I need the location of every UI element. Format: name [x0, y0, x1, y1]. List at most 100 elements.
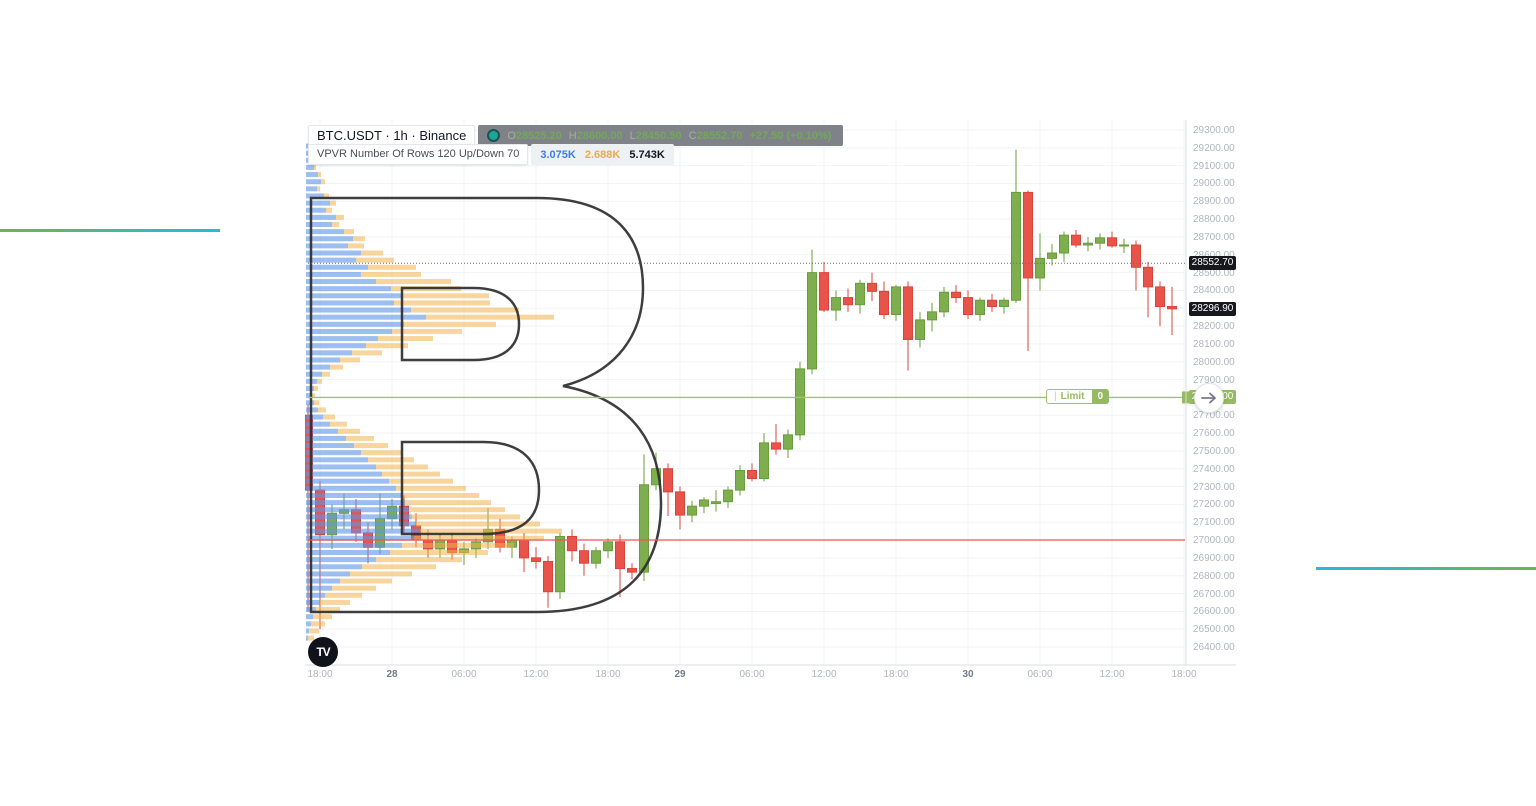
candle-body [531, 557, 541, 562]
candle-body [651, 468, 661, 486]
volume-profile-bar-up [306, 571, 350, 577]
volume-profile-bar-up [306, 264, 368, 270]
candle-body [951, 291, 961, 299]
volume-profile-bar-down [314, 164, 316, 170]
volume-profile-bar-down [394, 300, 490, 306]
candle-body [867, 282, 877, 292]
volume-profile-bar-up [306, 250, 361, 256]
time-axis-label: 29 [674, 669, 686, 680]
volume-profile-bar-down [344, 229, 354, 235]
volume-profile-bar-up [306, 186, 317, 192]
volume-profile-bar-down [414, 535, 544, 541]
limit-order-pill[interactable]: | Limit 0 [1046, 389, 1110, 405]
volume-profile-bar-down [402, 542, 514, 548]
volume-profile-bar-up [306, 443, 354, 449]
tradingview-logo[interactable]: TV [308, 637, 338, 667]
price-axis-label: 28400.00 [1193, 285, 1235, 297]
volume-profile-bar-down [416, 521, 540, 527]
vpvr-values: 3.075K 2.688K 5.743K [531, 144, 674, 165]
price-axis-label: 26700.00 [1193, 588, 1235, 600]
candle-body [1047, 252, 1057, 259]
time-axis-label: 06:00 [451, 669, 477, 680]
volume-profile-bar-up [306, 485, 396, 491]
candle-body [567, 535, 577, 552]
volume-profile-bar-up [306, 500, 405, 506]
volume-profile-bar-up [306, 521, 416, 527]
volume-profile-bar-up [306, 229, 344, 235]
volume-profile-bar-down [323, 414, 335, 420]
candle-body [615, 541, 625, 570]
candle-body [1095, 237, 1105, 244]
candle-body [807, 272, 817, 370]
candle-body [1059, 234, 1069, 254]
candle-body [555, 535, 565, 593]
volume-profile-bar-down [368, 457, 414, 463]
symbol-title-text: BTC.USDT · 1h · Binance [317, 128, 467, 143]
volume-profile-bar-up [306, 514, 412, 520]
time-axis-label: 18:00 [883, 669, 909, 680]
volume-profile-bar-down [420, 528, 562, 534]
time-axis-label: 18:00 [1171, 669, 1197, 680]
vpvr-total-volume: 5.743K [629, 148, 665, 161]
volume-profile-bar-up [306, 471, 382, 477]
volume-profile-bar-up [306, 214, 336, 220]
candle-body [927, 311, 937, 321]
symbol-title[interactable]: BTC.USDT · 1h · Binance [308, 125, 476, 146]
volume-profile-bar-up [306, 286, 391, 292]
price-axis-label: 28500.00 [1193, 267, 1235, 279]
price-axis-label: 27900.00 [1193, 374, 1235, 386]
volume-profile-bar-down [340, 357, 360, 363]
candle-body [639, 484, 649, 573]
arrow-right-icon [1201, 393, 1216, 404]
candle-body [687, 505, 697, 516]
candle-body [591, 550, 601, 564]
volume-profile-bar-up [306, 585, 332, 591]
volume-profile-bar-down [366, 343, 408, 349]
candle-body [627, 568, 637, 573]
volume-profile-bar-down [361, 450, 401, 456]
status-dot-icon [487, 129, 501, 142]
limit-order-quantity[interactable]: 0 [1091, 389, 1110, 405]
price-axis-label: 26900.00 [1193, 552, 1235, 564]
volume-profile-bar-up [306, 478, 389, 484]
price-axis-label: 27700.00 [1193, 410, 1235, 422]
candle-body [879, 290, 889, 316]
candle-body [1023, 191, 1033, 279]
low-readout: L28450.50 [629, 129, 682, 142]
letter-b-watermark-drawing[interactable] [309, 196, 663, 614]
volume-profile-bar-up [306, 578, 340, 584]
volume-profile-bar-down [311, 621, 325, 627]
volume-profile-bar-up [306, 336, 378, 342]
indicator-legend: VPVR Number Of Rows 120 Up/Down 70 3.075… [308, 144, 674, 165]
candle-body [843, 297, 853, 306]
volume-profile-bar-up [306, 236, 353, 242]
volume-profile-bar-up [306, 300, 394, 306]
candle-body [675, 491, 685, 516]
vpvr-indicator-title[interactable]: VPVR Number Of Rows 120 Up/Down 70 [308, 144, 529, 165]
candle-body [1071, 234, 1081, 246]
time-axis-label: 18:00 [595, 669, 621, 680]
candle-body [543, 560, 553, 593]
volume-profile-bar-up [306, 550, 390, 556]
candle-body [855, 282, 865, 306]
volume-profile-bar-down [361, 250, 383, 256]
volume-profile-bar-down [389, 478, 453, 484]
volume-profile-bar-down [362, 564, 436, 570]
volume-profile-bar-down [330, 421, 347, 427]
price-axis-label: 27300.00 [1193, 481, 1235, 493]
volume-profile-bar-up [306, 321, 404, 327]
go-to-realtime-button[interactable] [1194, 383, 1224, 414]
volume-profile-bar-up [306, 428, 338, 434]
volume-profile-bar-up [306, 221, 332, 227]
drag-handle-icon[interactable]: | [1054, 391, 1057, 403]
volume-profile-bar-down [361, 271, 421, 277]
limit-order-label[interactable]: | Limit [1046, 389, 1092, 405]
price-chart-canvas[interactable] [305, 120, 1236, 681]
volume-profile-bar-down [330, 364, 343, 370]
volume-profile-bar-up [306, 193, 324, 199]
volume-profile-bar-up [306, 614, 313, 620]
candle-body [663, 468, 673, 493]
volume-profile-bar-down [318, 407, 326, 413]
high-readout: H28600.00 [568, 129, 623, 142]
price-axis-label: 26600.00 [1193, 606, 1235, 618]
